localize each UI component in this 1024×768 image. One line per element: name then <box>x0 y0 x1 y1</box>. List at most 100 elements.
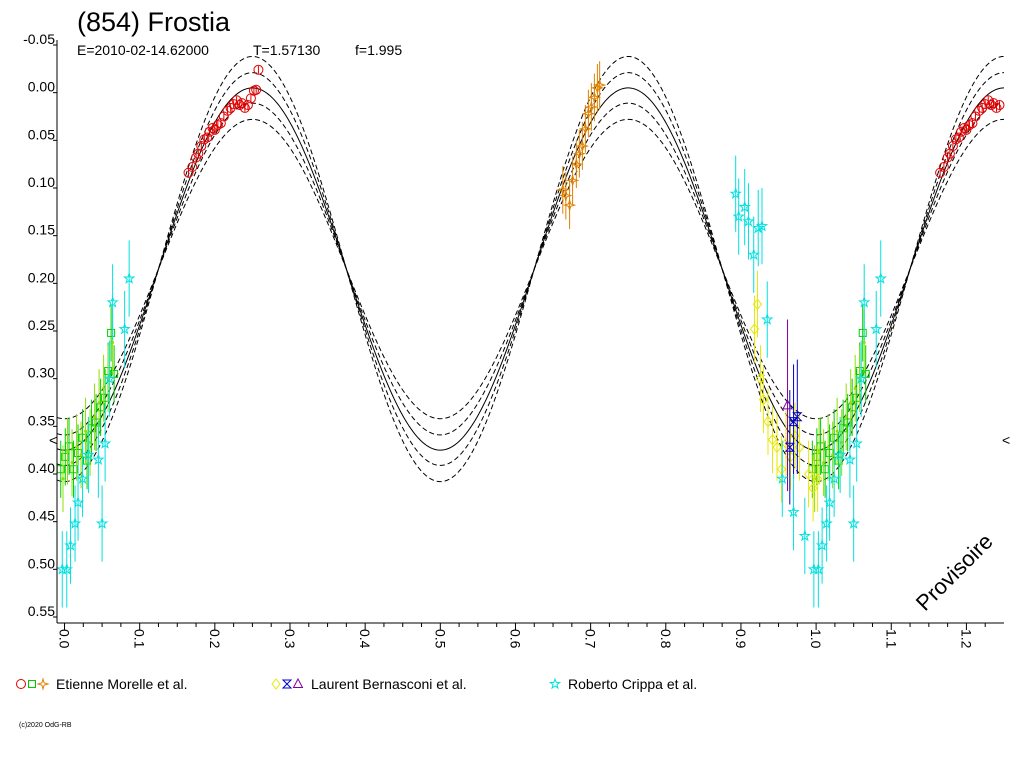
series-1 <box>556 61 607 229</box>
data-point <box>234 100 245 111</box>
data-point <box>854 372 868 384</box>
data-point <box>242 100 253 111</box>
data-point <box>572 146 587 161</box>
data-point <box>64 538 77 551</box>
y-tick-label: 0.35 <box>28 412 55 428</box>
y-tick-label: -0.05 <box>23 31 55 47</box>
data-point <box>581 106 596 121</box>
legend-label: Etienne Morelle et al. <box>56 676 188 692</box>
data-point <box>587 90 602 105</box>
data-point <box>849 401 853 404</box>
data-point <box>228 99 239 110</box>
period-label: T=1.57130 <box>253 42 321 58</box>
data-point <box>225 102 236 113</box>
x-tick-label: 0.3 <box>282 629 298 649</box>
x-tick-label: 0.5 <box>432 629 448 649</box>
data-point <box>964 120 975 131</box>
legend-marker <box>36 677 50 691</box>
right-edge-marker: < <box>1002 432 1010 448</box>
data-point <box>817 449 821 453</box>
data-point <box>732 210 745 222</box>
data-point <box>729 187 742 200</box>
data-point <box>781 437 791 450</box>
data-point <box>111 340 115 344</box>
data-point <box>97 401 101 404</box>
series-4 <box>749 270 823 522</box>
data-point <box>947 141 958 152</box>
data-point <box>559 188 573 203</box>
data-point <box>874 272 887 284</box>
model-curve <box>56 102 1005 436</box>
x-tick-label: 0.9 <box>733 629 749 649</box>
y-tick-label: 0.55 <box>28 603 55 619</box>
data-point <box>239 102 250 113</box>
data-point <box>747 248 760 261</box>
data-point <box>212 120 223 131</box>
model-curves <box>56 55 1005 483</box>
data-point <box>994 100 1005 111</box>
data-point <box>106 295 119 308</box>
x-tick-label: 1.1 <box>883 629 899 649</box>
data-point <box>75 445 79 449</box>
data-point <box>970 111 981 122</box>
data-point <box>823 496 836 508</box>
data-point <box>835 429 839 433</box>
data-point <box>253 64 264 75</box>
data-point <box>70 461 74 465</box>
data-point <box>820 517 833 529</box>
data-point <box>84 429 88 433</box>
legend-marker <box>292 677 304 688</box>
data-point <box>761 313 774 325</box>
data-point <box>199 134 210 145</box>
data-point <box>88 441 92 445</box>
data-point <box>251 84 262 95</box>
data-point <box>103 372 116 384</box>
data-point <box>782 399 793 410</box>
data-point <box>831 453 835 457</box>
data-point <box>812 472 823 485</box>
data-point <box>82 448 95 461</box>
data-point <box>118 322 131 335</box>
data-point <box>858 295 871 308</box>
data-point <box>92 453 105 465</box>
data-point <box>784 442 796 452</box>
data-point <box>93 415 97 419</box>
data-point <box>742 214 755 227</box>
data-point <box>977 102 988 113</box>
data-point <box>102 386 106 390</box>
data-point <box>776 472 789 485</box>
data-point <box>578 122 593 136</box>
y-tick-label: 0.05 <box>28 126 55 142</box>
data-point <box>844 415 848 419</box>
y-tick-label: 0.20 <box>28 269 55 285</box>
y-tick-label: 0.50 <box>28 555 55 571</box>
x-tick-label: 0.1 <box>132 629 148 649</box>
data-point <box>862 340 866 344</box>
data-point <box>980 99 991 110</box>
data-point <box>991 102 1002 113</box>
data-point <box>575 139 590 153</box>
data-point <box>66 449 70 453</box>
data-point <box>950 134 961 145</box>
data-point <box>959 122 970 133</box>
data-point <box>76 472 89 485</box>
y-tick-label: 0.45 <box>28 508 55 524</box>
data-point <box>565 173 580 188</box>
data-point <box>763 415 773 428</box>
epoch-label: E=2010-02-14.62000 <box>77 42 209 58</box>
data-point <box>853 386 857 390</box>
series-2 <box>56 304 870 498</box>
data-point <box>122 272 136 284</box>
data-point <box>95 517 109 529</box>
provisional-watermark: Provisoire <box>911 529 998 616</box>
data-point <box>71 496 85 508</box>
y-tick-label: 0.00 <box>28 79 55 95</box>
data-point <box>850 436 863 449</box>
chart-title: (854) Frostia <box>77 7 231 37</box>
data-point <box>202 132 213 143</box>
legend-marker <box>28 680 36 688</box>
series-0 <box>183 64 1005 178</box>
series-6 <box>782 319 793 492</box>
fraction-label: f=1.995 <box>355 42 402 58</box>
